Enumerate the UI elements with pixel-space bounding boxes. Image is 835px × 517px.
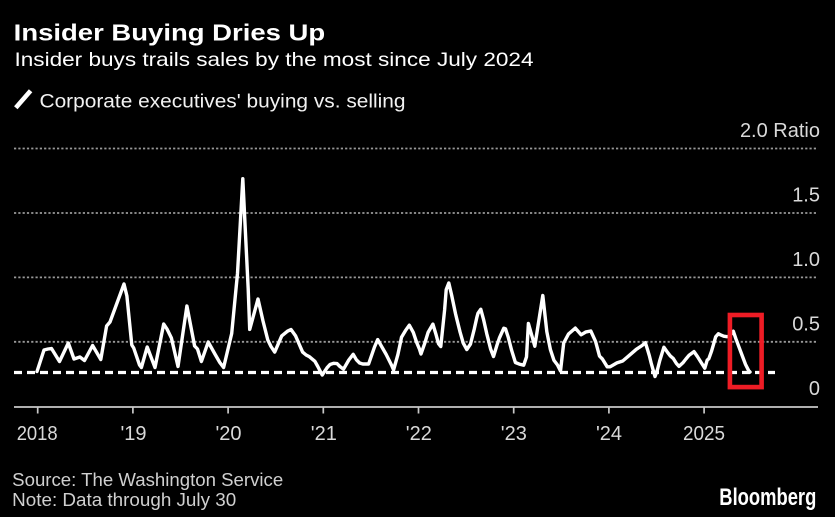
svg-text:Note: Data through July 30: Note: Data through July 30: [12, 490, 236, 510]
svg-text:'23: '23: [501, 423, 527, 445]
svg-text:Insider Buying Dries Up: Insider Buying Dries Up: [14, 20, 326, 46]
svg-text:0.5: 0.5: [792, 314, 820, 336]
svg-text:2.0 Ratio: 2.0 Ratio: [740, 120, 820, 142]
svg-text:'22: '22: [406, 423, 432, 445]
svg-text:Corporate executives' buying v: Corporate executives' buying vs. selling: [40, 90, 406, 112]
svg-text:'21: '21: [311, 423, 337, 445]
svg-text:0: 0: [809, 378, 820, 400]
svg-text:2025: 2025: [683, 423, 725, 445]
svg-text:Bloomberg: Bloomberg: [719, 484, 816, 511]
svg-text:'20: '20: [215, 423, 241, 445]
svg-text:Source: The Washington Service: Source: The Washington Service: [12, 470, 283, 490]
svg-text:2018: 2018: [17, 423, 58, 445]
svg-text:1.5: 1.5: [792, 185, 820, 207]
svg-text:'19: '19: [120, 423, 146, 445]
svg-text:Insider buys trails sales by t: Insider buys trails sales by the most si…: [15, 49, 534, 71]
svg-text:'24: '24: [596, 423, 622, 445]
svg-text:1.0: 1.0: [792, 249, 820, 271]
